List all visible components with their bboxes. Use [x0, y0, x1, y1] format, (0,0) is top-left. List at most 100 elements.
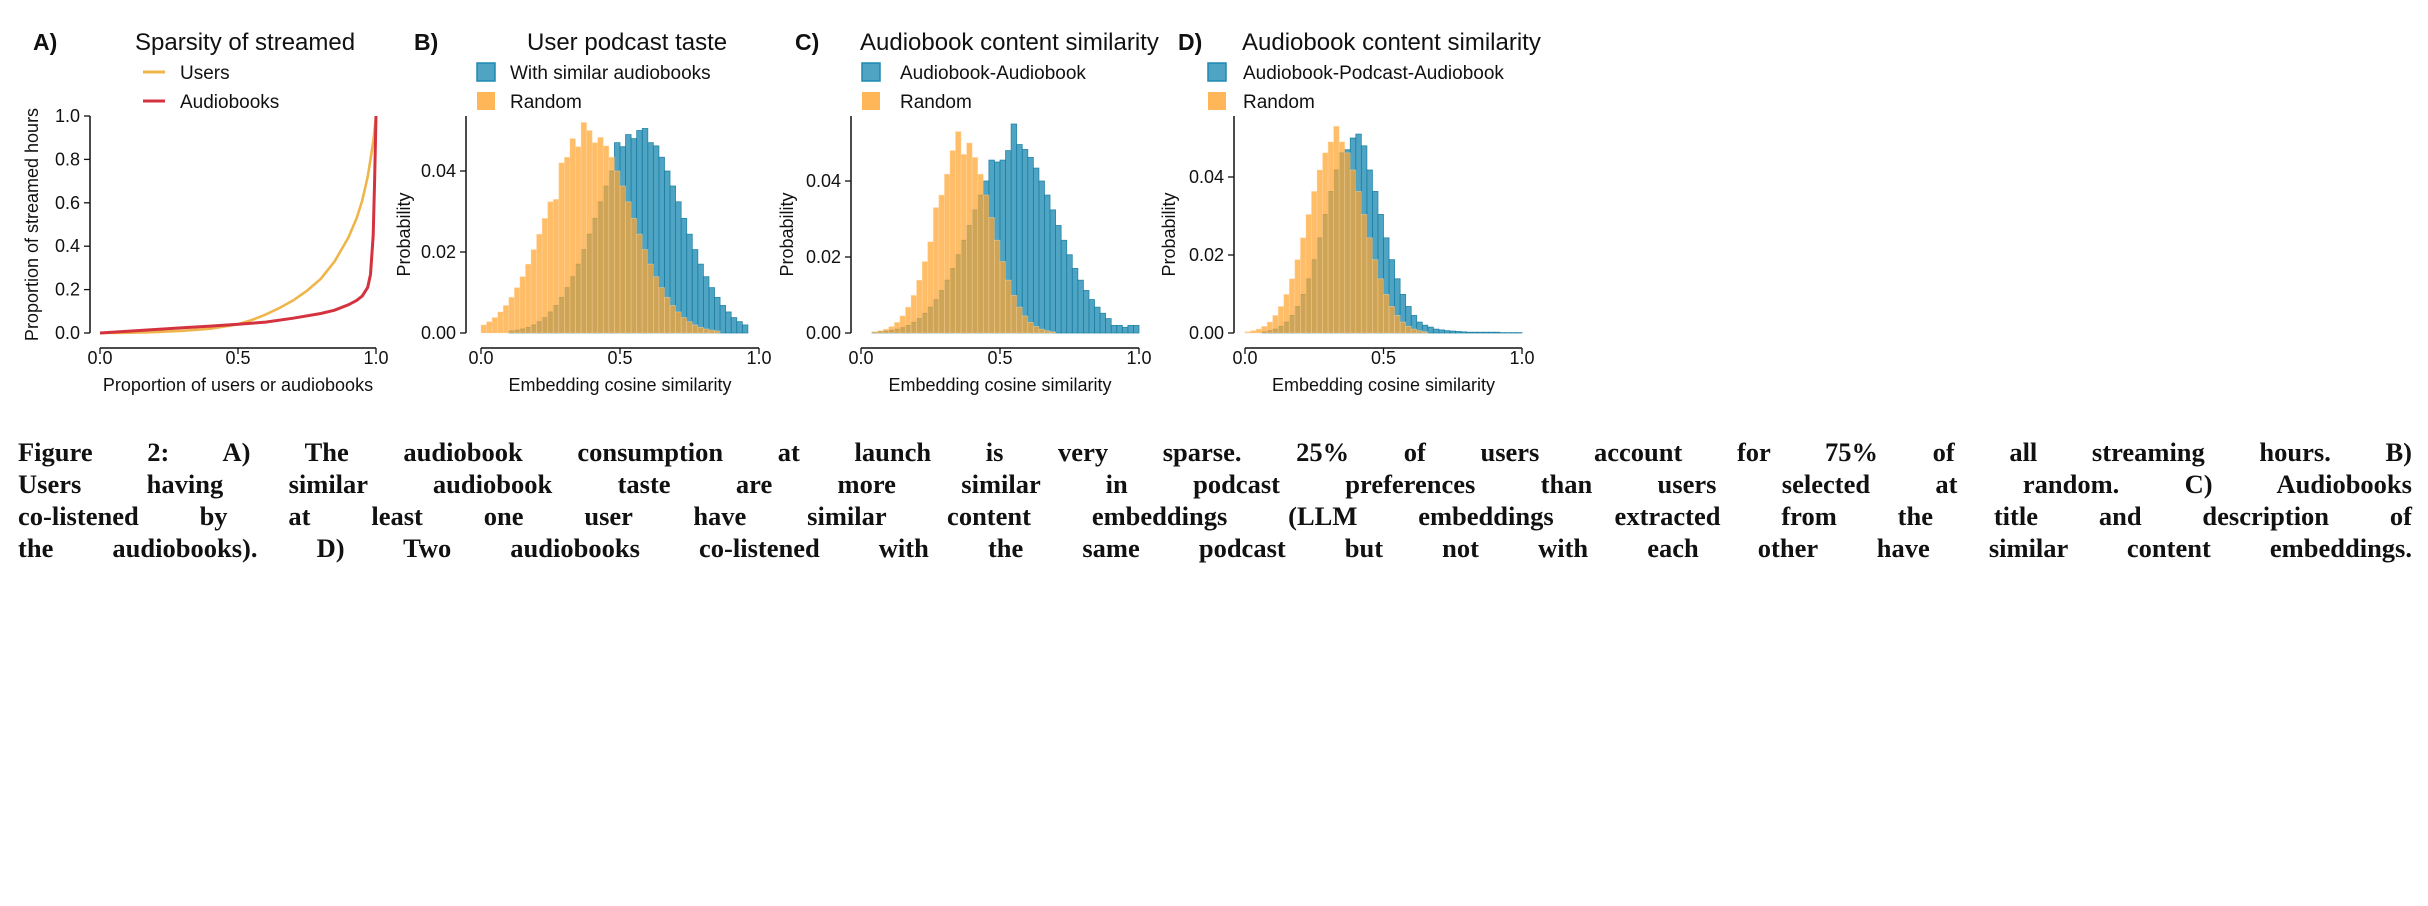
histogram-bar [680, 217, 688, 334]
legend-color-swatch [1207, 62, 1227, 82]
histogram-bar [513, 287, 521, 334]
histogram-bar [1455, 331, 1462, 334]
histogram-bar [877, 330, 884, 334]
x-tick-label: 0.0 [87, 348, 112, 368]
histogram-bar [1355, 191, 1362, 334]
y-tick-label: 0.00 [806, 323, 841, 343]
histogram-bar [691, 324, 699, 334]
histogram-bar [905, 306, 912, 334]
histogram-bar [1094, 306, 1101, 334]
histogram-bar [921, 261, 929, 334]
histogram-bar [944, 173, 951, 334]
legend-label: Audiobook-Audiobook [900, 63, 1086, 84]
x-tick-label: 0.0 [1232, 348, 1257, 368]
histogram-bar [949, 150, 956, 334]
y-tick-label: 0.04 [1189, 167, 1224, 187]
histogram-bar [988, 217, 995, 334]
histogram-bar [502, 305, 510, 334]
histogram-bar [625, 201, 632, 334]
histogram-bar [1127, 324, 1134, 334]
histogram-bar [899, 315, 906, 334]
legend-label: Random [1243, 92, 1315, 113]
histogram-bar [1272, 315, 1279, 334]
histogram-bar [977, 173, 984, 334]
histogram-bar [1399, 321, 1407, 334]
y-tick-label: 0.02 [1189, 245, 1224, 265]
histogram-bar [541, 217, 549, 334]
histogram-bar [480, 324, 487, 334]
caption-line: Users having similar audiobook taste are… [18, 469, 2412, 499]
panel-title: Audiobook content similarity [1242, 29, 1541, 56]
y-tick-label: 0.4 [55, 236, 80, 256]
histogram-bar [1038, 180, 1045, 334]
histogram-bar [1099, 312, 1107, 334]
legend-label: Random [900, 92, 972, 113]
histogram-bar [1488, 331, 1495, 334]
x-tick-label: 1.0 [1509, 348, 1534, 368]
histogram-bar [1250, 330, 1257, 334]
histogram-bar [999, 261, 1006, 334]
histogram-bar [1032, 326, 1040, 334]
histogram-bar [669, 305, 676, 334]
line-series-audiobooks [99, 115, 378, 335]
x-tick-label: 0.5 [607, 348, 632, 368]
panel-label: C) [795, 29, 819, 55]
histogram-bar [916, 279, 923, 334]
histogram-bar [1083, 290, 1090, 334]
figure-panels: A) Sparsity of streamed Users Audiobooks 0.0… [22, 29, 1541, 395]
histogram-bar [994, 239, 1001, 334]
y-tick-label: 0.04 [806, 171, 841, 191]
histogram-bar [1294, 259, 1301, 334]
histogram-bar [741, 324, 749, 334]
x-axis-label: Proportion of users or audiobooks [103, 375, 373, 395]
legend-label: Audiobooks [180, 92, 279, 113]
panel-label: D) [1178, 29, 1202, 55]
panel-title: Audiobook content similarity [860, 29, 1159, 56]
histogram-bar [630, 217, 638, 334]
histogram-bar [1088, 299, 1095, 334]
histogram-bar [730, 317, 738, 334]
histogram-bar [636, 233, 643, 334]
panel-label: A) [33, 29, 57, 55]
x-tick-label: 1.0 [363, 348, 388, 368]
histogram-bar [1416, 330, 1423, 334]
histogram-bar [569, 138, 576, 334]
histogram-bar [736, 321, 743, 334]
histogram-bar [536, 233, 543, 334]
histogram-bar [1394, 315, 1401, 334]
x-tick-label: 1.0 [746, 348, 771, 368]
y-tick-label: 0.8 [55, 149, 80, 169]
y-axis-label: Probability [777, 192, 797, 276]
histogram-bar [1311, 191, 1318, 334]
histogram-bar [675, 311, 682, 334]
histogram-bar [686, 233, 693, 334]
histogram-bar [1366, 237, 1373, 334]
histogram-bar [1071, 267, 1079, 334]
histogram-bar [530, 249, 537, 334]
histogram-bar [893, 321, 901, 334]
histogram-bar [547, 201, 554, 334]
y-tick-label: 0.04 [421, 161, 456, 181]
line-series-users [99, 115, 378, 335]
histogram-bar [586, 130, 593, 334]
y-tick-label: 0.02 [806, 247, 841, 267]
histogram-bar [1049, 331, 1057, 334]
histogram-bar [1360, 214, 1368, 334]
histogram-bar [966, 142, 973, 334]
y-tick-label: 0.00 [421, 323, 456, 343]
histogram-bar [1460, 331, 1468, 334]
histogram-bar [1372, 259, 1379, 334]
histogram-bar [697, 326, 704, 334]
histogram-bar [708, 287, 715, 334]
histogram-bar [1300, 237, 1307, 334]
histogram-bar [1116, 324, 1123, 334]
x-tick-label: 0.5 [1371, 348, 1396, 368]
histogram-bar [1049, 209, 1057, 334]
histogram-bar [1005, 279, 1012, 334]
histogram-bar [714, 330, 721, 334]
histogram-bar [647, 263, 654, 334]
y-axis-label: Probability [394, 192, 414, 276]
histogram-bar [955, 131, 962, 334]
y-tick-label: 0.6 [55, 193, 80, 213]
histogram-bar [614, 170, 621, 334]
